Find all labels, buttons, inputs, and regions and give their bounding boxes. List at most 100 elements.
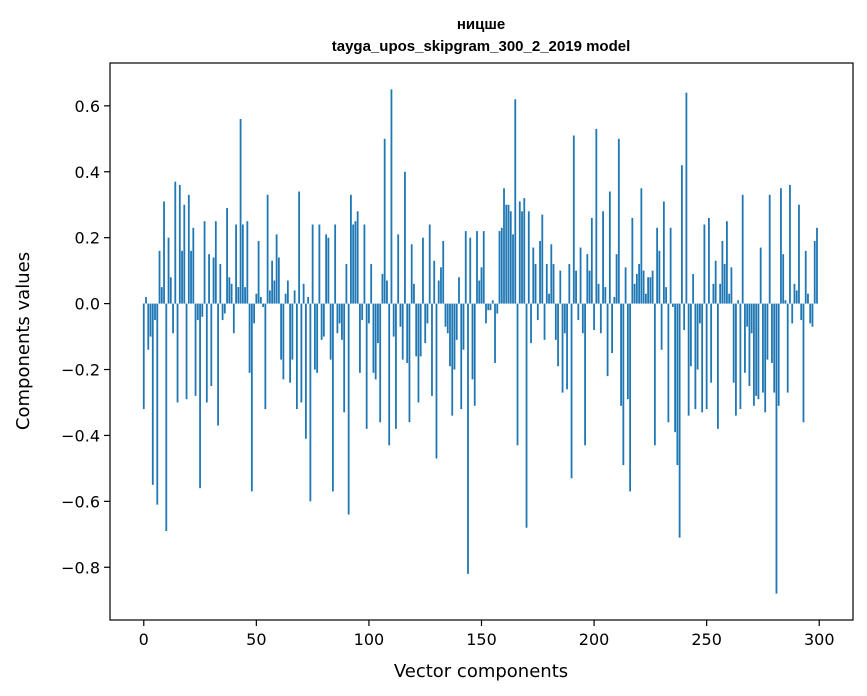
bar-116 xyxy=(404,171,406,304)
bar-137 xyxy=(451,303,454,416)
bar-258 xyxy=(723,264,726,304)
bar-288 xyxy=(791,303,794,324)
bar-184 xyxy=(557,303,559,367)
bar-2 xyxy=(147,303,150,350)
bar-250 xyxy=(705,303,708,410)
bar-161 xyxy=(505,204,508,304)
bar-263 xyxy=(735,303,737,416)
bar-286 xyxy=(786,303,789,393)
bar-194 xyxy=(579,247,582,304)
bar-62 xyxy=(282,303,285,380)
bar-123 xyxy=(419,303,422,357)
bar-217 xyxy=(631,217,634,304)
bar-285 xyxy=(784,300,787,304)
bar-154 xyxy=(489,303,492,311)
bar-153 xyxy=(487,303,490,311)
bar-173 xyxy=(532,247,535,304)
bar-255 xyxy=(717,303,719,429)
bar-120 xyxy=(413,283,415,304)
bar-279 xyxy=(771,303,773,363)
bar-296 xyxy=(809,303,812,324)
plot-frame xyxy=(109,62,854,621)
bar-58 xyxy=(273,280,276,304)
bar-140 xyxy=(458,277,460,304)
bar-9 xyxy=(163,201,165,304)
bar-119 xyxy=(410,244,413,304)
bar-278 xyxy=(768,194,771,304)
bar-42 xyxy=(237,287,240,304)
bar-156 xyxy=(494,303,496,363)
bar-22 xyxy=(192,227,195,304)
bar-87 xyxy=(338,303,341,324)
chart-title-line-2: tayga_upos_skipgram_300_2_2019 model xyxy=(332,38,631,55)
bar-26 xyxy=(201,303,204,317)
bar-86 xyxy=(336,303,339,334)
bar-158 xyxy=(498,231,501,304)
y-axis-ticks: −0.8 −0.6 −0.4 −0.2 0.0 0.2 0.4 0.6 xyxy=(61,97,110,577)
bar-273 xyxy=(757,303,760,400)
bar-270 xyxy=(750,303,753,334)
y-tick-label: 0.0 xyxy=(75,295,100,314)
bar-6 xyxy=(156,303,159,505)
y-axis-label: Components values xyxy=(13,252,34,430)
bar-101 xyxy=(370,264,373,304)
bar-81 xyxy=(325,234,328,304)
bar-205 xyxy=(604,287,607,304)
bar-70 xyxy=(300,303,303,403)
bar-283 xyxy=(780,188,782,304)
bar-282 xyxy=(777,303,780,406)
bar-28 xyxy=(205,303,208,403)
bar-178 xyxy=(543,303,546,340)
y-tick-label: 0.6 xyxy=(75,97,100,116)
bar-111 xyxy=(392,303,395,337)
bar-216 xyxy=(629,303,631,492)
bar-118 xyxy=(408,303,411,423)
bar-115 xyxy=(401,303,404,360)
bar-227 xyxy=(653,303,656,446)
bar-212 xyxy=(620,303,622,406)
bar-159 xyxy=(500,227,503,304)
bar-66 xyxy=(291,303,294,360)
bar-48 xyxy=(250,303,253,492)
bar-34 xyxy=(219,264,222,304)
y-tick-label: 0.2 xyxy=(75,229,100,248)
bar-168 xyxy=(521,211,523,304)
bar-79 xyxy=(320,303,323,340)
bar-293 xyxy=(802,303,805,423)
bar-157 xyxy=(496,303,499,314)
chart-title-line-1: ницше xyxy=(457,16,505,33)
bar-113 xyxy=(397,234,400,304)
bar-195 xyxy=(581,303,584,334)
bar-192 xyxy=(575,270,577,304)
bar-106 xyxy=(381,273,384,304)
bar-76 xyxy=(313,303,316,370)
bar-5 xyxy=(154,303,156,321)
bar-185 xyxy=(559,270,562,304)
bar-38 xyxy=(228,277,231,304)
bar-274 xyxy=(759,247,762,304)
bar-236 xyxy=(674,303,677,433)
bar-47 xyxy=(248,303,251,373)
bar-45 xyxy=(244,287,246,304)
bar-63 xyxy=(284,293,287,304)
bar-77 xyxy=(316,303,319,373)
bar-35 xyxy=(221,303,224,321)
bar-114 xyxy=(399,303,402,327)
bar-155 xyxy=(491,300,494,304)
bar-98 xyxy=(363,224,366,304)
bar-247 xyxy=(699,303,701,324)
bar-36 xyxy=(223,303,226,314)
bar-44 xyxy=(241,224,244,304)
bar-206 xyxy=(606,303,609,377)
bar-198 xyxy=(588,270,591,304)
bar-208 xyxy=(611,303,613,354)
x-tick-label: 150 xyxy=(466,630,497,649)
bar-240 xyxy=(683,303,686,330)
bar-40 xyxy=(232,303,235,334)
bar-294 xyxy=(804,250,807,304)
bar-231 xyxy=(662,201,665,304)
y-tick-label: −0.6 xyxy=(61,492,100,511)
bar-121 xyxy=(415,303,418,357)
bar-17 xyxy=(181,250,183,304)
